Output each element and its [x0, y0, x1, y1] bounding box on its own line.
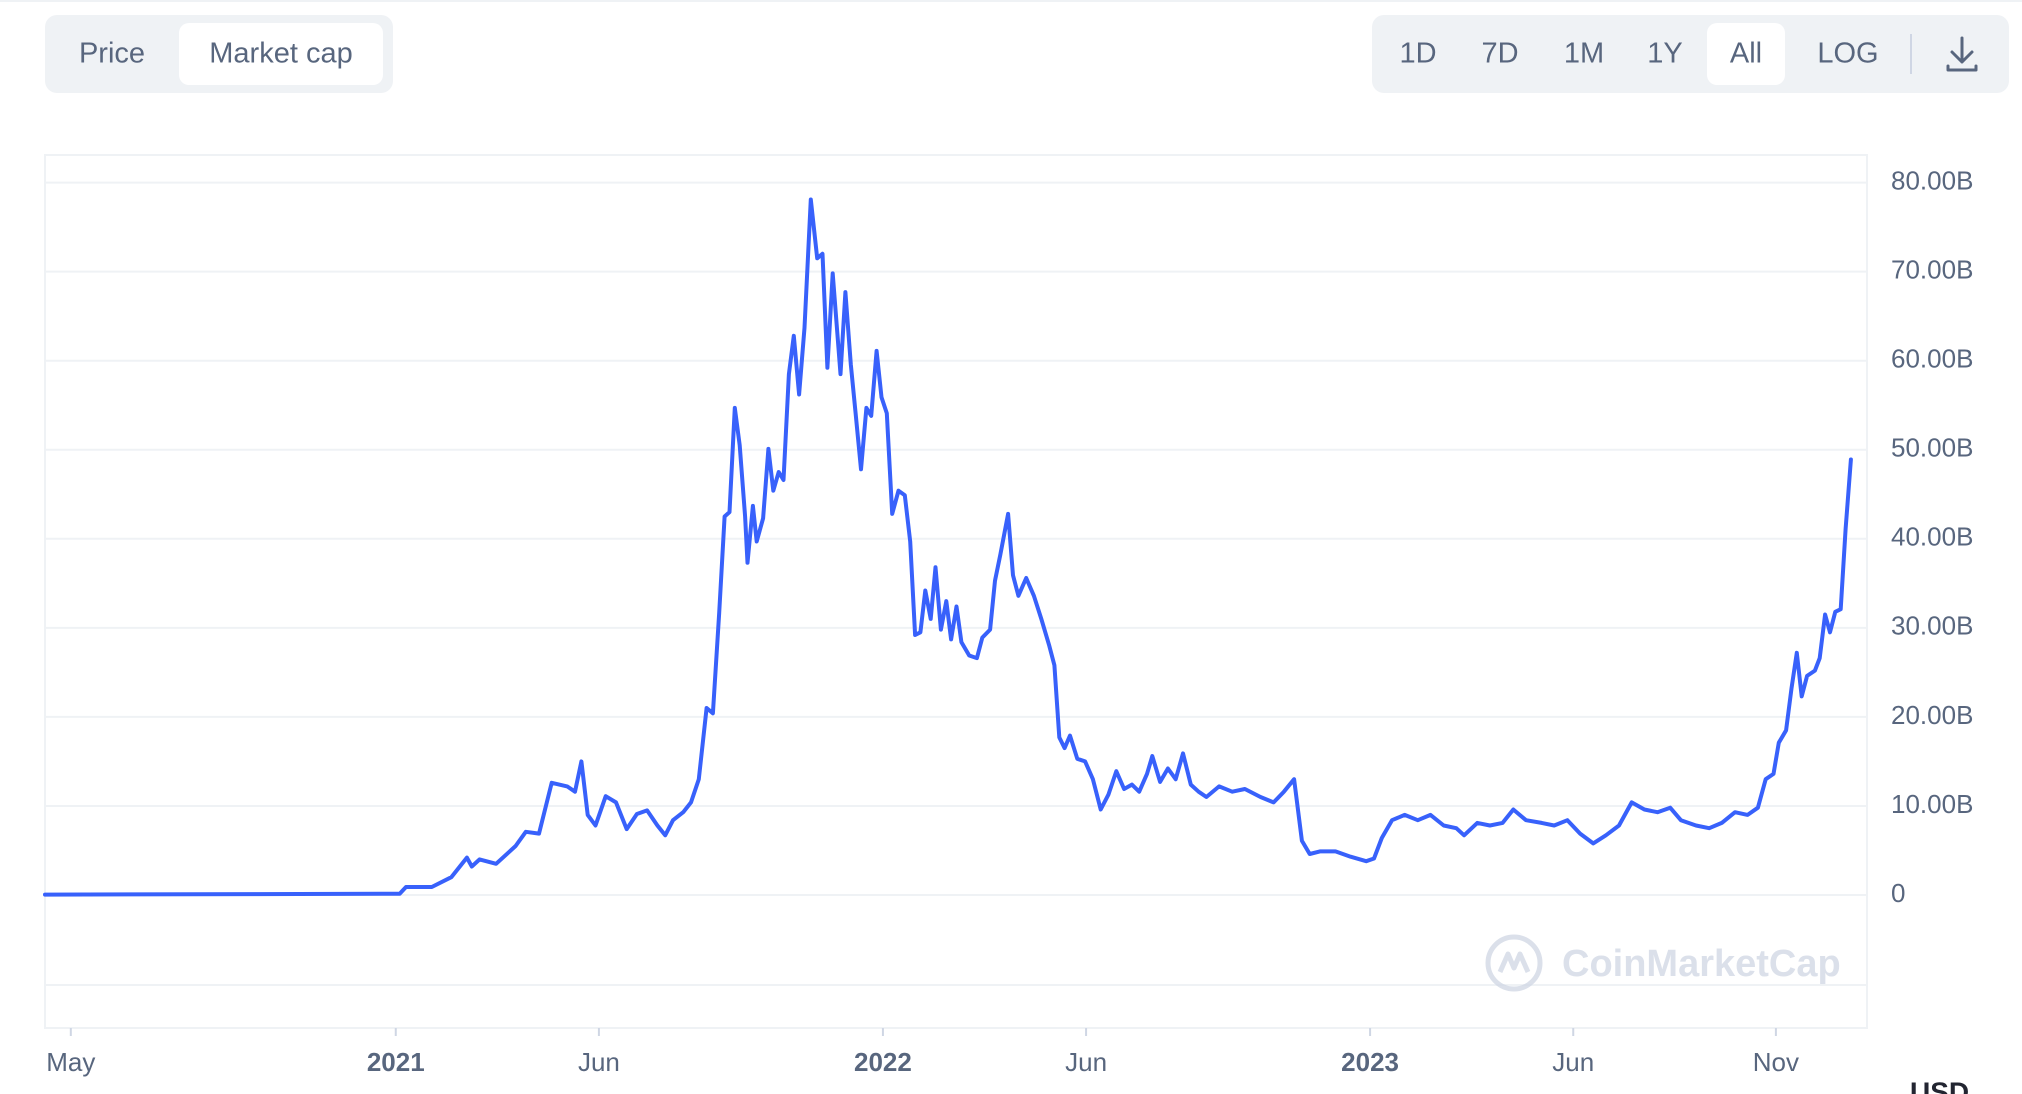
- y-tick-label: 40.00B: [1891, 522, 1973, 552]
- price-line: [43, 197, 1853, 897]
- range-1y[interactable]: 1Y: [1647, 38, 1682, 70]
- tab-market-cap[interactable]: Market cap: [209, 38, 352, 70]
- axes: 0 10.00B 20.00B 30.00B 40.00B 50.00B 60.00B 70.…: [46, 165, 1973, 1076]
- x-tick-label: 2021: [367, 1047, 425, 1077]
- y-tick-label: 0: [1891, 878, 1905, 908]
- x-tick-label: Nov: [1753, 1047, 1799, 1077]
- tab-price[interactable]: Price: [79, 38, 145, 70]
- x-tick-label: Jun: [1065, 1047, 1107, 1077]
- range-selected-pill: [1707, 23, 1785, 85]
- series: [43, 197, 1853, 897]
- y-tick-label: 60.00B: [1891, 344, 1973, 374]
- download-icon: [1946, 36, 1978, 72]
- watermark-text: CoinMarketCap: [1562, 943, 1841, 985]
- tab-selected-pill: [179, 23, 383, 85]
- y-tick-label: 10.00B: [1891, 789, 1973, 819]
- x-tick-label: Jun: [578, 1047, 620, 1077]
- download-button[interactable]: [1946, 36, 1978, 72]
- y-tick-label: 20.00B: [1891, 700, 1973, 730]
- watermark-logo: [1485, 934, 1543, 992]
- y-tick-label: 80.00B: [1891, 165, 1973, 195]
- x-tick-label: Jun: [1552, 1047, 1594, 1077]
- x-tick-label: May: [46, 1047, 95, 1077]
- range-1m[interactable]: 1M: [1564, 38, 1604, 70]
- range-group: [1372, 15, 2009, 93]
- grid: [45, 181, 1867, 896]
- y-tick-label: 70.00B: [1891, 255, 1973, 285]
- y-tick-label: 30.00B: [1891, 611, 1973, 641]
- x-tick-label: 2023: [1341, 1047, 1399, 1077]
- plot-frame: [44, 154, 1868, 1029]
- log-toggle[interactable]: LOG: [1817, 38, 1878, 70]
- range-all[interactable]: All: [1730, 38, 1762, 70]
- y-tick-label: 50.00B: [1891, 433, 1973, 463]
- currency-label: USD: [1910, 1076, 1969, 1094]
- range-7d[interactable]: 7D: [1481, 38, 1518, 70]
- watermark: CoinMarketCap: [1485, 934, 1841, 992]
- watermark-logo-mark: [1497, 951, 1531, 974]
- x-tick-label: 2022: [854, 1047, 912, 1077]
- range-1d[interactable]: 1D: [1399, 38, 1436, 70]
